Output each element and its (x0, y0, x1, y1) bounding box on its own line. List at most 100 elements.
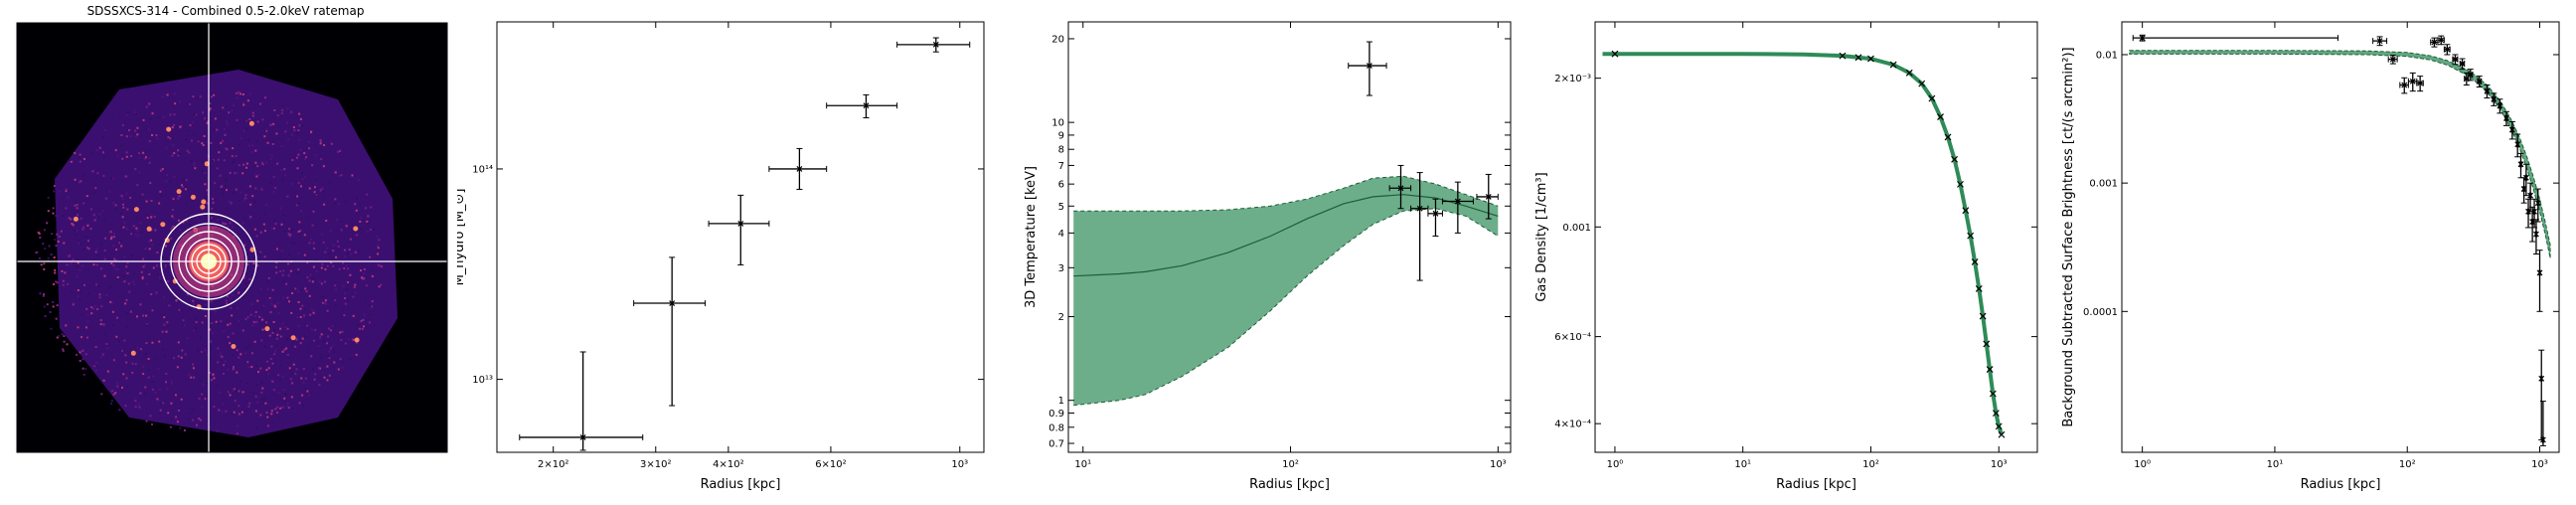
noise-pixel (112, 232, 115, 235)
noise-pixel (173, 152, 176, 155)
noise-pixel (249, 313, 252, 316)
noise-pixel (149, 182, 152, 185)
noise-pixel (332, 250, 335, 252)
noise-pixel (253, 228, 256, 231)
noise-pixel (349, 273, 352, 276)
noise-pixel (110, 400, 113, 403)
noise-pixel (81, 264, 84, 267)
point-source (249, 247, 255, 252)
noise-pixel (366, 193, 369, 196)
noise-pixel (275, 132, 278, 135)
noise-pixel (290, 229, 293, 232)
noise-pixel (180, 398, 183, 401)
noise-pixel (320, 333, 323, 336)
noise-pixel (258, 102, 261, 105)
noise-pixel (271, 331, 274, 334)
noise-pixel (207, 141, 210, 144)
noise-pixel (212, 332, 215, 335)
noise-pixel (158, 340, 161, 343)
noise-pixel (331, 325, 334, 327)
noise-pixel (237, 424, 239, 427)
data-point (2467, 69, 2474, 82)
noise-pixel (291, 382, 294, 385)
noise-pixel (262, 223, 265, 226)
noise-pixel (48, 245, 51, 248)
noise-pixel (280, 144, 283, 147)
noise-pixel (85, 195, 88, 198)
noise-pixel (222, 192, 225, 195)
point-marker (2522, 174, 2529, 181)
noise-pixel (142, 151, 145, 154)
noise-pixel (324, 280, 326, 283)
noise-pixel (239, 319, 242, 322)
noise-pixel (324, 375, 327, 378)
noise-pixel (299, 230, 302, 233)
noise-pixel (185, 219, 188, 222)
noise-pixel (134, 129, 137, 132)
noise-pixel (175, 299, 178, 302)
noise-pixel (244, 318, 247, 321)
noise-pixel (324, 302, 327, 305)
noise-pixel (377, 252, 380, 255)
noise-pixel (215, 320, 218, 323)
point-marker (2139, 35, 2146, 42)
noise-pixel (86, 320, 89, 323)
noise-pixel (145, 323, 148, 326)
noise-pixel (75, 234, 78, 237)
noise-pixel (255, 140, 258, 143)
noise-pixel (70, 160, 73, 163)
plot-frame (1594, 21, 2038, 453)
noise-pixel (336, 219, 339, 222)
point-source (130, 350, 136, 356)
data-point (2443, 44, 2451, 56)
noise-pixel (134, 110, 137, 113)
noise-pixel (183, 428, 186, 431)
noise-pixel (125, 312, 128, 315)
noise-pixel (49, 311, 52, 313)
noise-pixel (62, 350, 65, 353)
y-tick-label: 5 (1058, 202, 1064, 213)
noise-pixel (344, 255, 346, 258)
noise-pixel (38, 233, 41, 235)
noise-pixel (242, 103, 245, 106)
noise-pixel (216, 128, 219, 131)
noise-pixel (103, 274, 106, 277)
noise-pixel (261, 318, 264, 321)
noise-pixel (255, 384, 258, 387)
noise-pixel (179, 125, 182, 128)
x-tick-label: 10³ (2531, 459, 2548, 470)
noise-pixel (223, 330, 226, 333)
noise-pixel (365, 284, 368, 287)
model-band-lower (1073, 208, 1499, 407)
noise-pixel (204, 303, 207, 306)
y-tick-label: 0.8 (1048, 422, 1064, 433)
noise-pixel (269, 297, 272, 300)
y-tick-label: 4 (1058, 229, 1064, 240)
noise-pixel (80, 243, 82, 246)
noise-pixel (178, 195, 181, 198)
noise-pixel (242, 295, 245, 298)
noise-pixel (171, 226, 174, 229)
noise-pixel (291, 408, 293, 410)
noise-pixel (208, 372, 211, 374)
noise-pixel (242, 199, 245, 202)
noise-pixel (310, 355, 313, 358)
noise-pixel (86, 336, 88, 339)
noise-pixel (165, 373, 168, 375)
noise-pixel (246, 99, 249, 102)
noise-pixel (177, 197, 180, 200)
noise-pixel (260, 382, 263, 385)
noise-pixel (351, 174, 354, 177)
noise-pixel (206, 122, 209, 124)
noise-pixel (189, 102, 192, 105)
noise-pixel (47, 259, 50, 262)
noise-pixel (238, 320, 241, 323)
noise-pixel (348, 249, 351, 252)
noise-pixel (289, 234, 292, 236)
data-point (1476, 173, 1499, 220)
noise-pixel (201, 321, 204, 324)
noise-pixel (194, 316, 197, 319)
noise-pixel (165, 180, 168, 183)
noise-pixel (224, 223, 227, 226)
noise-pixel (292, 126, 295, 128)
